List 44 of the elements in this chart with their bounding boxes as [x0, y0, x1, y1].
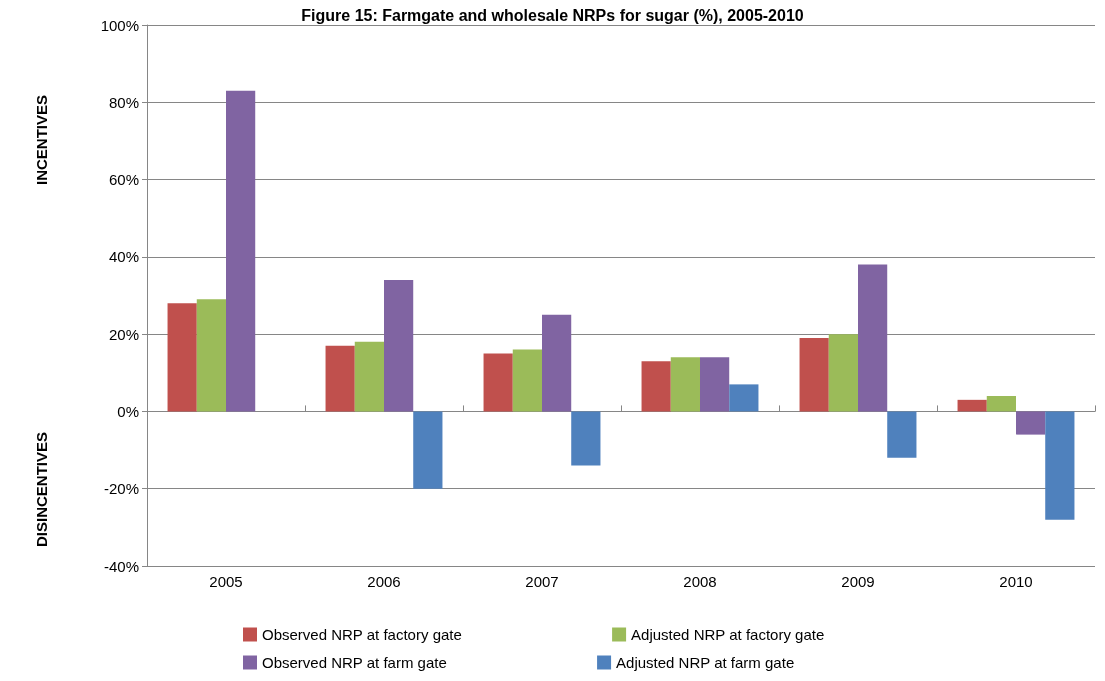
x-tick-label: 2006	[367, 573, 401, 590]
bar	[512, 349, 542, 412]
x-tick-label: 2005	[209, 573, 243, 590]
bar	[828, 334, 858, 412]
y-axis-title: INCENTIVES	[33, 95, 50, 186]
bar	[858, 264, 888, 412]
bar	[1045, 411, 1075, 520]
legend-label: Observed NRP at factory gate	[262, 626, 462, 643]
bar	[700, 357, 730, 412]
y-tick-label: -20%	[103, 480, 139, 498]
bar	[986, 395, 1016, 412]
y-tick-label: 0%	[117, 402, 139, 420]
bar	[571, 411, 601, 466]
bar	[226, 90, 256, 412]
bar	[354, 341, 384, 412]
y-tick-label: 100%	[100, 16, 139, 34]
bar	[542, 314, 572, 412]
y-tick-label: 80%	[108, 93, 139, 111]
x-tick-label: 2008	[683, 573, 717, 590]
text: DISINCENTIVES	[33, 431, 50, 548]
bar	[1016, 411, 1046, 435]
bar	[799, 338, 829, 412]
x-tick-label: 2009	[841, 573, 875, 590]
bar	[887, 411, 917, 458]
y-tick-label: 60%	[108, 171, 139, 189]
y-tick-label: 40%	[108, 248, 139, 266]
bar	[670, 357, 700, 412]
chart-title: Figure 15: Farmgate and wholesale NRPs for sugar (%), 2005-2010	[301, 6, 804, 24]
bar	[384, 280, 414, 412]
y-tick-label: -40%	[103, 557, 139, 575]
bar	[167, 303, 197, 412]
bar	[957, 399, 987, 412]
x-tick-label: 2007	[525, 573, 559, 590]
bar	[325, 345, 355, 412]
bar	[641, 361, 671, 412]
bar	[413, 411, 443, 489]
bar	[196, 299, 226, 412]
legend-label: Adjusted NRP at factory gate	[631, 626, 825, 643]
legend-label: Observed NRP at farm gate	[262, 654, 447, 671]
x-tick-label: 2010	[999, 573, 1033, 590]
bar	[483, 353, 513, 412]
legend-label: Adjusted NRP at farm gate	[616, 654, 795, 671]
y-tick-label: 20%	[108, 325, 139, 343]
bar	[729, 384, 759, 412]
